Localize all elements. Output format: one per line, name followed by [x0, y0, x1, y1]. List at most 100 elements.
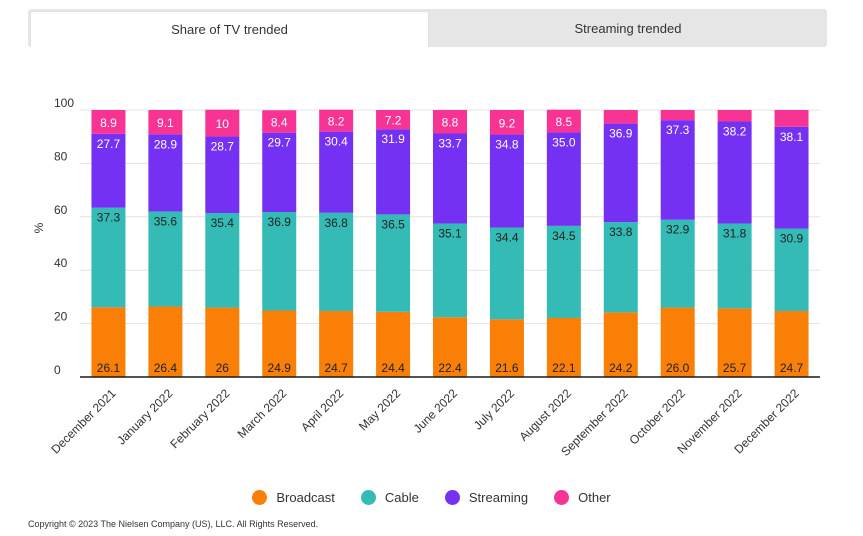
- x-tick-label: July 2022: [471, 386, 517, 432]
- bar-cable: [774, 228, 809, 312]
- y-tick-label: 20: [54, 310, 68, 324]
- bar-broadcast: [546, 317, 581, 377]
- legend-item-other[interactable]: Other: [554, 490, 611, 505]
- bar-other: [774, 110, 809, 127]
- data-label-broadcast: 24.9: [268, 361, 292, 375]
- legend-swatch: [554, 490, 570, 505]
- bar-streaming: [546, 132, 581, 226]
- data-label-broadcast: 24.7: [780, 361, 804, 375]
- data-label-broadcast: 24.7: [324, 361, 348, 375]
- bar-streaming: [262, 132, 297, 212]
- legend-label: Broadcast: [276, 490, 335, 505]
- data-label-other: 8.9: [100, 116, 117, 130]
- data-label-cable: 36.8: [324, 216, 348, 230]
- x-tick-label: May 2022: [356, 386, 403, 433]
- bar-broadcast: [433, 317, 467, 377]
- bar-cable: [489, 227, 524, 320]
- bar-broadcast: [717, 308, 752, 377]
- data-label-cable: 33.8: [609, 225, 633, 239]
- bar-other: [91, 110, 126, 134]
- data-label-other: 8.4: [271, 115, 288, 129]
- bar-broadcast: [319, 311, 354, 377]
- bar-broadcast: [148, 306, 183, 377]
- bar-cable: [376, 214, 411, 312]
- y-tick-label: 40: [54, 256, 68, 270]
- bar-other: [546, 109, 581, 133]
- legend-label: Other: [578, 490, 611, 505]
- legend-item-broadcast[interactable]: Broadcast: [252, 490, 335, 505]
- data-label-broadcast: 25.7: [723, 361, 747, 375]
- bar-other: [433, 110, 467, 134]
- legend-item-cable[interactable]: Cable: [360, 490, 419, 505]
- bar-other: [376, 110, 411, 130]
- bar-other: [205, 109, 240, 137]
- data-label-other: 8.5: [556, 115, 573, 129]
- bar-broadcast: [774, 311, 809, 377]
- bar-cable: [262, 211, 297, 311]
- x-tick-label: October 2022: [626, 386, 688, 448]
- data-label-broadcast: 26.1: [97, 361, 121, 375]
- bar-streaming: [376, 129, 411, 215]
- data-label-broadcast: 26.0: [666, 361, 690, 375]
- bar-cable: [660, 219, 695, 308]
- bar-other: [319, 109, 354, 132]
- data-label-broadcast: 21.6: [495, 361, 519, 375]
- data-label-streaming: 31.9: [381, 132, 405, 146]
- y-tick-label: 100: [54, 96, 74, 110]
- tab-streaming-trended[interactable]: Streaming trended: [574, 20, 682, 36]
- bar-cable: [603, 222, 638, 313]
- data-label-cable: 35.4: [211, 216, 235, 230]
- bar-streaming: [433, 133, 467, 224]
- data-label-streaming: 34.8: [495, 138, 519, 152]
- bar-streaming: [148, 134, 183, 212]
- bar-broadcast: [660, 307, 695, 377]
- tab-bar: Share of TV trended Streaming trended: [28, 9, 827, 47]
- legend-item-streaming[interactable]: Streaming: [444, 490, 529, 505]
- bar-other: [660, 110, 695, 121]
- bar-streaming: [205, 136, 240, 214]
- data-label-cable: 31.8: [723, 226, 747, 240]
- legend-label: Streaming: [468, 490, 529, 505]
- data-label-streaming: 28.7: [211, 139, 235, 153]
- data-label-cable: 36.9: [268, 215, 292, 229]
- x-tick-label: December 2021: [48, 386, 119, 457]
- data-label-other: 8.8: [442, 116, 459, 130]
- bar-broadcast: [376, 311, 411, 377]
- bar-broadcast: [205, 307, 240, 377]
- x-tick-label: August 2022: [516, 386, 574, 444]
- data-label-streaming: 33.7: [438, 136, 462, 150]
- x-tick-label: February 2022: [167, 386, 232, 451]
- y-tick-label: 80: [54, 149, 68, 163]
- bar-streaming: [603, 123, 638, 223]
- data-label-streaming: 35.0: [552, 135, 576, 149]
- bar-broadcast: [91, 307, 126, 377]
- bar-cable: [205, 213, 240, 308]
- x-tick-label: June 2022: [411, 386, 461, 436]
- bar-streaming: [91, 133, 126, 208]
- bar-streaming: [717, 121, 752, 224]
- bar-broadcast: [489, 319, 524, 377]
- data-label-cable: 34.5: [552, 229, 576, 243]
- chart-legend: Broadcast Cable Streaming Other: [0, 490, 863, 505]
- tab-share-of-tv-trended[interactable]: Share of TV trended: [30, 11, 429, 47]
- bar-cable: [546, 225, 581, 318]
- bar-broadcast: [603, 312, 638, 377]
- data-label-broadcast: 26.4: [154, 361, 178, 375]
- data-label-other: 9.1: [157, 116, 174, 130]
- bar-cable: [148, 211, 183, 307]
- bar-streaming: [489, 134, 524, 228]
- data-label-other: 10: [216, 117, 230, 131]
- data-label-other: 7.2: [385, 114, 402, 128]
- data-label-cable: 32.9: [666, 223, 690, 237]
- data-label-other: 8.2: [328, 115, 345, 129]
- bar-broadcast: [262, 310, 297, 377]
- data-label-streaming: 38.2: [723, 124, 747, 138]
- bar-other: [148, 110, 183, 135]
- bar-cable: [717, 223, 752, 309]
- data-label-cable: 30.9: [780, 232, 804, 246]
- data-label-streaming: 29.7: [268, 136, 292, 150]
- bar-cable: [319, 212, 354, 312]
- copyright-notice: Copyright © 2023 The Nielsen Company (US…: [28, 519, 319, 529]
- x-tick-label: March 2022: [235, 386, 290, 441]
- data-label-cable: 35.6: [154, 214, 178, 228]
